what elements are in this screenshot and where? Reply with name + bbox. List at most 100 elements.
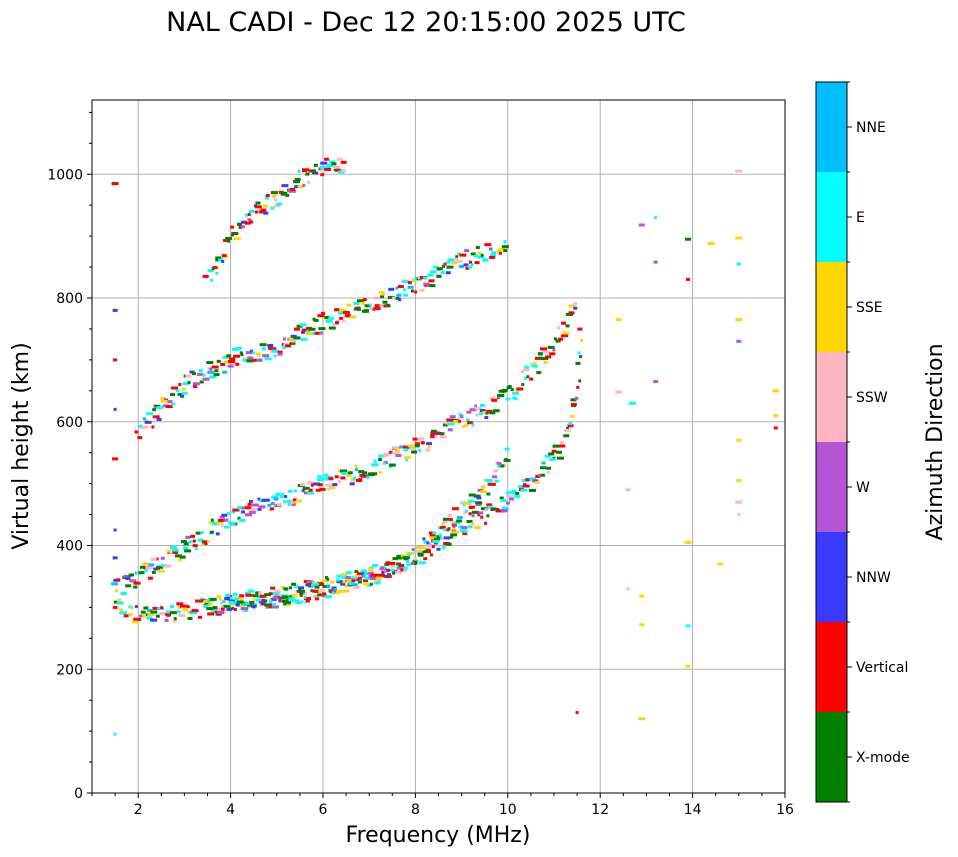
echo-point	[546, 470, 550, 474]
echo-point	[452, 530, 460, 534]
echo-point	[229, 596, 233, 600]
echo-point	[427, 544, 434, 548]
echo-point	[314, 589, 322, 593]
echo-point	[311, 171, 315, 175]
echo-point	[453, 521, 460, 525]
echo-point	[411, 450, 418, 454]
echo-point	[349, 315, 356, 319]
echo-point	[484, 508, 488, 512]
echo-point	[226, 239, 230, 243]
echo-point	[274, 204, 281, 208]
echo-point	[406, 563, 411, 567]
echo-point	[258, 210, 266, 214]
echo-point	[269, 347, 277, 351]
echo-point	[773, 426, 778, 430]
echo-point	[221, 259, 225, 263]
echo-point	[171, 386, 179, 390]
echo-point	[167, 549, 172, 553]
echo-point	[562, 331, 570, 335]
echo-point	[575, 711, 579, 715]
echo-point	[192, 544, 198, 548]
echo-point	[301, 168, 309, 172]
echo-point	[391, 451, 399, 455]
echo-point	[142, 614, 147, 618]
echo-point	[324, 157, 330, 161]
echo-point	[364, 572, 369, 576]
echo-point	[471, 514, 475, 518]
echo-point	[233, 608, 237, 612]
x-tick-label: 4	[226, 802, 235, 818]
colorbar-segment	[816, 352, 847, 442]
echo-point	[245, 591, 252, 595]
echo-point	[455, 259, 463, 263]
echo-point	[120, 591, 127, 595]
echo-point	[157, 569, 165, 573]
echo-point	[369, 307, 375, 311]
echo-point	[360, 571, 367, 575]
colorbar-segment	[816, 262, 847, 352]
echo-point	[221, 254, 227, 258]
echo-point	[244, 221, 251, 225]
echo-point	[497, 248, 502, 252]
echo-point	[464, 423, 469, 427]
echo-point	[478, 511, 484, 515]
echo-point	[206, 361, 214, 365]
echo-point	[773, 414, 779, 418]
echo-point	[147, 576, 153, 580]
echo-point	[277, 352, 283, 356]
echo-point	[221, 513, 228, 517]
echo-point	[299, 323, 307, 327]
echo-point	[250, 507, 257, 511]
echo-point	[152, 606, 160, 610]
echo-point	[142, 417, 146, 421]
echo-point	[150, 610, 158, 614]
echo-point	[161, 564, 165, 568]
echo-point	[441, 522, 445, 526]
echo-point	[224, 525, 230, 529]
echo-point	[199, 380, 204, 384]
echo-point	[464, 509, 468, 513]
echo-point	[319, 165, 326, 169]
echo-point	[439, 432, 445, 436]
echo-point	[207, 370, 215, 374]
echo-point	[271, 349, 279, 353]
echo-point	[313, 318, 319, 322]
echo-point	[137, 436, 143, 440]
echo-point	[442, 520, 448, 524]
echo-point	[220, 607, 225, 611]
echo-point	[178, 613, 186, 617]
echo-point	[333, 165, 341, 169]
echo-point	[326, 475, 334, 479]
echo-point	[364, 304, 371, 308]
echo-point	[461, 526, 468, 530]
echo-point	[231, 606, 235, 610]
echo-point	[394, 570, 402, 574]
echo-point	[464, 501, 472, 505]
echo-point	[321, 594, 327, 598]
echo-point	[284, 601, 291, 605]
echo-point	[573, 302, 578, 306]
echo-point	[362, 298, 367, 302]
echo-point	[538, 354, 543, 358]
echo-point	[245, 593, 253, 597]
echo-point	[310, 483, 314, 487]
echo-point	[438, 533, 442, 537]
echo-point	[489, 396, 495, 400]
echo-point	[129, 579, 137, 583]
echo-point	[280, 586, 285, 590]
echo-point	[270, 501, 275, 505]
echo-point	[243, 608, 249, 612]
echo-point	[269, 600, 273, 604]
echo-point	[684, 237, 691, 241]
echo-point	[736, 479, 742, 483]
echo-point	[350, 576, 358, 580]
echo-point	[385, 303, 390, 307]
echo-point	[447, 527, 451, 531]
echo-point	[189, 370, 195, 374]
echo-point	[257, 497, 261, 501]
echo-point	[187, 380, 191, 384]
echo-point	[577, 351, 581, 355]
echo-point	[541, 357, 549, 361]
echo-point	[305, 172, 310, 176]
echo-point	[395, 296, 400, 300]
